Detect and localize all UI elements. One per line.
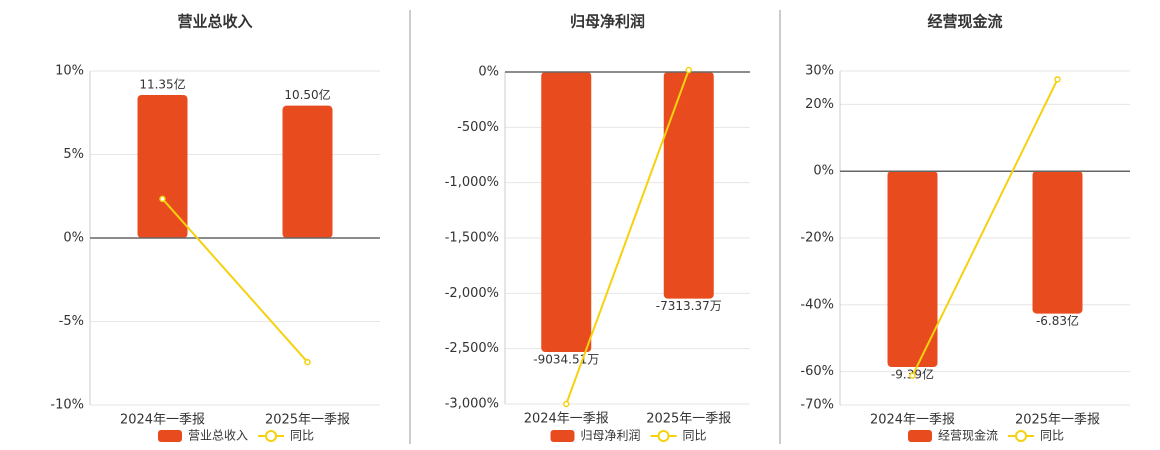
y-tick-label: -2,000% [445, 286, 499, 301]
legend-label: 归母净利润 [581, 429, 641, 443]
line-point [1054, 76, 1061, 83]
line-point [563, 400, 570, 408]
line [161, 198, 309, 363]
legend-label: 同比 [1040, 429, 1064, 443]
value-label: 11.35亿 [139, 76, 185, 91]
y-tick-label: 30% [805, 64, 834, 79]
legend-label: 营业总收入 [188, 429, 248, 443]
value-label: -9034.51万 [533, 353, 599, 367]
legend-swatch [550, 430, 575, 442]
y-tick-label: -20% [800, 231, 834, 246]
bar [663, 72, 714, 299]
line [911, 78, 1059, 377]
x-tick-label: 2024年一季报 [524, 412, 609, 427]
bar [137, 94, 188, 238]
legend-swatch [158, 430, 182, 442]
x-tick-label: 2025年一季报 [1015, 413, 1100, 428]
legend-label: 经营现金流 [938, 428, 998, 443]
bar [541, 72, 592, 353]
legend-swatch [908, 430, 932, 442]
x-tick-label: 2024年一季报 [870, 413, 955, 428]
y-tick-label: -2,500% [445, 341, 499, 356]
y-tick-label: -5% [59, 314, 84, 329]
y-tick-label: 0% [813, 164, 834, 179]
legend-swatch [265, 430, 278, 442]
y-tick-label: 0% [63, 231, 84, 246]
legend-label: 同比 [290, 429, 314, 443]
value-label: -7313.37万 [656, 299, 722, 313]
x-tick-label: 2025年一季报 [646, 412, 731, 427]
chart-title: 营业总收入 [177, 13, 252, 31]
line-point [909, 372, 916, 379]
y-tick-label: -40% [800, 297, 834, 312]
y-tick-label: 20% [805, 97, 834, 112]
chart-title: 经营现金流 [927, 13, 1002, 31]
y-tick-label: 10% [55, 64, 84, 79]
y-tick-label: -60% [800, 364, 834, 379]
x-tick-label: 2024年一季报 [120, 413, 205, 428]
line-point [685, 66, 692, 74]
value-label: 10.50亿 [284, 87, 330, 102]
y-tick-label: 0% [478, 65, 499, 80]
line-point [159, 195, 166, 203]
x-tick-label: 2025年一季报 [265, 413, 350, 428]
y-tick-label: -1,500% [445, 231, 499, 246]
bar [1032, 170, 1083, 314]
value-label: -6.83亿 [1036, 313, 1079, 328]
legend-swatch [1015, 430, 1028, 442]
legend-label: 同比 [683, 429, 707, 443]
legend-swatch [657, 430, 670, 442]
line [565, 69, 690, 405]
bar [282, 105, 333, 239]
y-tick-label: -3,000% [445, 397, 499, 412]
y-tick-label: -70% [800, 398, 834, 413]
y-tick-label: -500% [457, 120, 499, 135]
y-tick-label: 5% [63, 147, 84, 162]
y-tick-label: -1,000% [445, 175, 499, 190]
chart-title: 归母净利润 [570, 13, 645, 31]
line-point [304, 358, 311, 366]
bar [887, 170, 938, 368]
y-tick-label: -10% [50, 398, 84, 413]
